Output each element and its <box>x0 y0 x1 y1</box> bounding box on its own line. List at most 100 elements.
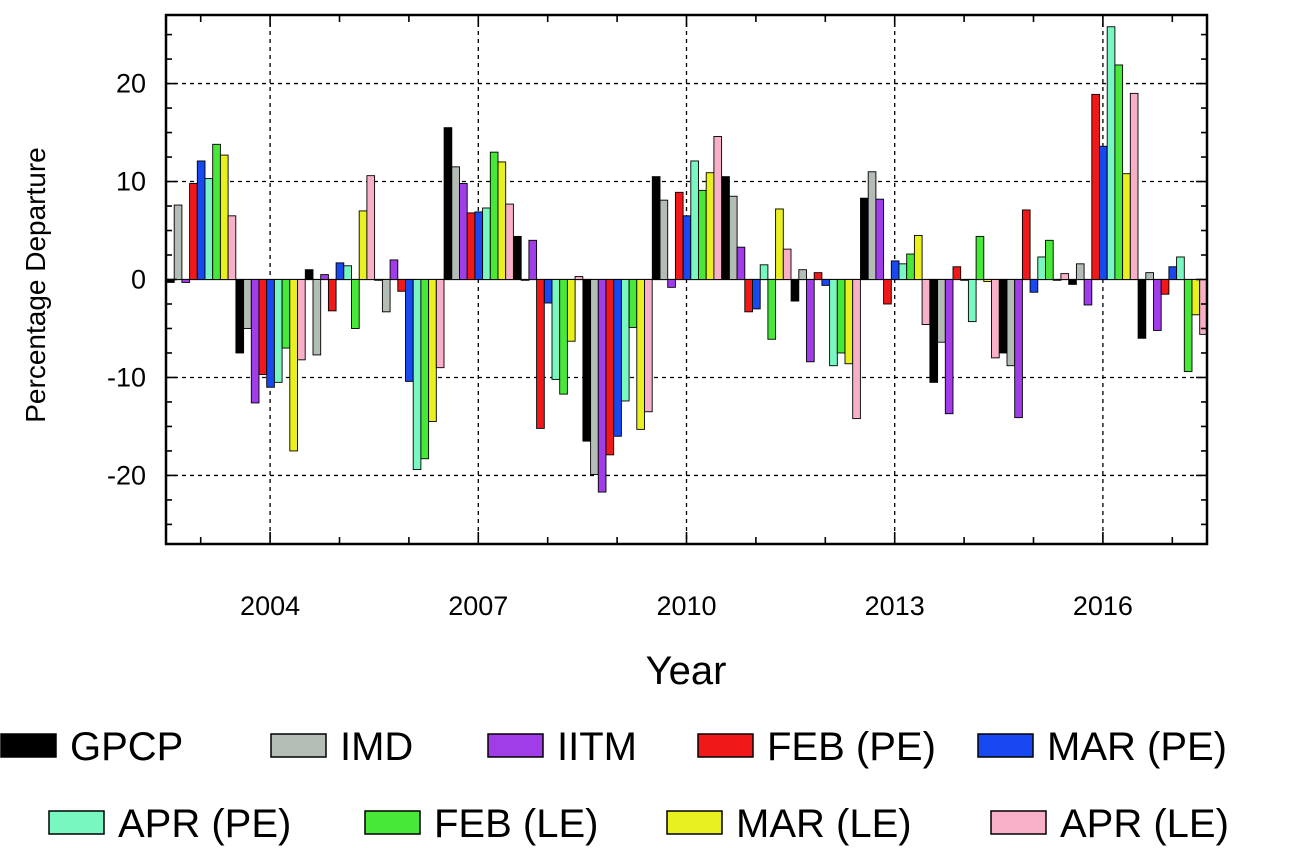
y-tick-label: -10 <box>107 362 146 392</box>
bar-gpcp-2015 <box>999 280 1007 353</box>
bar-imd-2015 <box>1007 280 1015 366</box>
legend-item-apr-le: APR (LE) <box>991 802 1229 846</box>
bar-iitm-2011 <box>737 247 745 279</box>
bar-mar-pe-2013 <box>891 261 899 280</box>
legend-label: APR (PE) <box>118 802 291 846</box>
bar-feb-pe-2010 <box>675 192 683 279</box>
bar-imd-2009 <box>591 280 599 475</box>
bar-feb-le-2010 <box>699 190 707 279</box>
bar-gpcp-2009 <box>583 280 591 442</box>
bar-feb-pe-2006 <box>398 280 406 292</box>
bar-imd-2003 <box>174 205 182 279</box>
legend-swatch <box>1 734 56 757</box>
bar-apr-pe-2015 <box>1038 257 1046 280</box>
bar-apr-le-2004 <box>298 280 306 360</box>
bar-mar-le-2005 <box>359 211 367 280</box>
legend-item-mar-pe: MAR (PE) <box>978 725 1227 769</box>
bar-apr-le-2007 <box>506 204 514 279</box>
bar-mar-pe-2016 <box>1100 146 1108 279</box>
bar-mar-pe-2017 <box>1169 267 1177 280</box>
bar-feb-pe-2016 <box>1092 94 1100 279</box>
bar-iitm-2017 <box>1154 280 1162 331</box>
bar-mar-pe-2015 <box>1030 280 1038 293</box>
bar-gpcp-2006 <box>375 280 383 281</box>
bar-imd-2006 <box>382 280 390 312</box>
legend-label: FEB (PE) <box>767 725 936 769</box>
bar-gpcp-2007 <box>444 128 452 280</box>
bar-gpcp-2017 <box>1138 280 1146 339</box>
x-tick-label: 2010 <box>656 591 716 621</box>
x-axis-title: Year <box>646 649 727 693</box>
y-tick-label: 0 <box>131 265 146 295</box>
bar-mar-pe-2003 <box>197 161 205 280</box>
legend-item-feb-pe: FEB (PE) <box>698 725 936 769</box>
bar-mar-le-2008 <box>567 280 575 342</box>
bar-mar-le-2011 <box>776 209 784 280</box>
bar-iitm-2003 <box>182 280 190 283</box>
bar-feb-pe-2014 <box>953 267 961 280</box>
legend-swatch <box>365 811 420 834</box>
legend-label: MAR (LE) <box>736 802 912 846</box>
bar-imd-2004 <box>244 280 252 329</box>
bar-feb-pe-2011 <box>745 280 753 312</box>
bar-gpcp-2011 <box>722 177 730 280</box>
legend-swatch <box>978 734 1033 757</box>
legend-label: APR (LE) <box>1060 802 1229 846</box>
bar-imd-2005 <box>313 280 321 355</box>
bar-iitm-2010 <box>668 280 676 288</box>
bar-mar-pe-2008 <box>544 280 552 304</box>
bar-apr-pe-2013 <box>899 264 907 280</box>
bar-feb-le-2016 <box>1115 65 1123 280</box>
legend-swatch <box>488 734 543 757</box>
bar-mar-pe-2009 <box>614 280 622 437</box>
legend-swatch <box>667 811 722 834</box>
bar-iitm-2008 <box>529 240 537 279</box>
bar-imd-2017 <box>1146 273 1154 280</box>
bar-apr-pe-2004 <box>274 280 282 383</box>
bar-feb-le-2012 <box>837 280 845 353</box>
legend: GPCP IMD IITM FEB (PE) MAR (PE) APR (PE) FEB (… <box>1 725 1229 846</box>
bar-imd-2016 <box>1076 264 1084 280</box>
x-tick-label: 2004 <box>240 591 300 621</box>
legend-label: GPCP <box>70 725 183 769</box>
bar-feb-le-2005 <box>352 280 360 329</box>
legend-item-apr-pe: APR (PE) <box>49 802 291 846</box>
x-tick-labels: 2004 2007 2010 2013 2016 <box>240 591 1133 621</box>
bar-mar-pe-2011 <box>753 280 761 309</box>
bar-mar-pe-2005 <box>336 263 344 280</box>
bar-apr-le-2006 <box>436 280 444 368</box>
bar-mar-pe-2010 <box>683 216 691 280</box>
bar-imd-2012 <box>799 270 807 280</box>
legend-label: IMD <box>340 725 413 769</box>
x-tick-label: 2016 <box>1073 591 1133 621</box>
bar-iitm-2007 <box>460 184 468 280</box>
bar-feb-le-2007 <box>490 152 498 279</box>
bar-feb-pe-2009 <box>606 280 614 455</box>
bar-gpcp-2005 <box>305 270 313 280</box>
bar-iitm-2012 <box>807 280 815 362</box>
legend-item-imd: IMD <box>271 725 413 769</box>
bar-mar-le-2014 <box>984 280 992 282</box>
bar-apr-le-2009 <box>645 280 653 412</box>
bar-imd-2011 <box>729 196 737 279</box>
bar-mar-le-2010 <box>706 173 714 280</box>
bar-apr-le-2012 <box>853 280 861 419</box>
bar-mar-le-2007 <box>498 162 506 280</box>
bar-apr-le-2011 <box>783 249 791 279</box>
legend-swatch <box>271 734 326 757</box>
bar-iitm-2014 <box>945 280 953 414</box>
bar-mar-le-2016 <box>1123 174 1131 280</box>
bar-feb-le-2011 <box>768 280 776 340</box>
legend-item-gpcp: GPCP <box>1 725 183 769</box>
bar-feb-pe-2012 <box>814 273 822 280</box>
bar-mar-le-2013 <box>914 235 922 279</box>
bar-feb-pe-2017 <box>1161 280 1169 295</box>
y-tick-labels: -20 -10 0 10 20 <box>107 69 146 491</box>
bar-apr-le-2008 <box>575 277 583 280</box>
legend-label: IITM <box>557 725 637 769</box>
bar-feb-le-2015 <box>1046 240 1054 279</box>
bar-apr-pe-2012 <box>830 280 838 366</box>
bar-gpcp-2013 <box>861 198 869 279</box>
bar-feb-le-2004 <box>282 280 290 349</box>
bar-apr-le-2015 <box>1061 274 1069 280</box>
